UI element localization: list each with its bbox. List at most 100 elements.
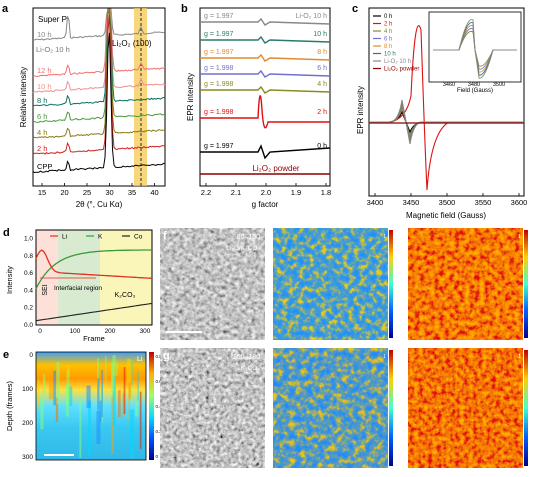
panel-g-figure: g 160–180 K₂CO₃ 1 1 <box>160 348 528 468</box>
xrd-curve-label: 10 h <box>37 82 52 91</box>
xtick-label: 2.2 <box>201 188 211 197</box>
epr-g-value: g = 1.997 <box>204 49 233 56</box>
panel-e-ylabel: Depth (frames) <box>5 380 14 431</box>
panel-a-header-right: Li₂O₂ (100) <box>112 39 152 48</box>
xtick-label: 15 <box>38 188 46 197</box>
heatmap-streak <box>135 400 139 417</box>
panel-b-ylabel: EPR intensity <box>186 73 195 121</box>
inset-xtick-label: 3480 <box>468 82 480 88</box>
panel-c-xticks: 3400 3450 3500 3550 3600 <box>367 193 527 207</box>
heatmap-streak <box>97 378 100 411</box>
panel-e: e Li 0.8 0.6 0.4 0.2 0 0 100 200 300 Depth (fra… <box>0 346 162 471</box>
heatmap-streak <box>112 375 116 426</box>
panel-f-figure: f 80–100 Li₂O/K₂CO₃ 1 1 <box>160 228 528 340</box>
depth-heatmap-streaks <box>37 355 142 458</box>
ytick-label: 100 <box>22 386 33 393</box>
panel-c-inset-curves <box>433 19 517 79</box>
sem-texture-g <box>160 348 265 468</box>
xrd-curve-label: 10 h <box>37 30 52 39</box>
epr-g-value: g = 1.997 <box>204 31 233 38</box>
xrd-curve <box>32 32 165 174</box>
heatmap-streak <box>48 380 54 400</box>
xtick-label: 1.9 <box>291 188 301 197</box>
heatmap-streak <box>101 369 103 418</box>
legend-label: 10 h <box>384 52 396 58</box>
epr-row-curve <box>200 69 331 78</box>
region-interfacial <box>58 230 100 325</box>
panel-a-sample-label: Li-O₂ 10 h <box>36 45 70 54</box>
panel-c-ylabel: EPR intensity <box>356 86 365 134</box>
heatmap-streak <box>97 358 99 392</box>
panel-c-frame <box>368 7 525 197</box>
ytick-label: 1.0 <box>24 236 33 243</box>
epr-time-label: 0 h <box>317 143 327 150</box>
legend-label: 0 h <box>384 14 392 20</box>
xtick-label: 300 <box>140 328 151 335</box>
xtick-label: 30 <box>105 188 113 197</box>
epr-g-value: g = 1.998 <box>204 109 233 116</box>
panel-a-curves <box>32 8 166 174</box>
heatmap-streak <box>111 362 115 392</box>
heatmap-streak <box>40 397 44 430</box>
panel-e-colorbar <box>149 352 154 460</box>
map-g-1-colorbar <box>389 350 393 466</box>
legend-label: K <box>98 234 103 241</box>
profile-k <box>35 249 152 289</box>
map-f-1-texture <box>273 228 388 340</box>
xrd-curve-label: 12 h <box>37 66 52 75</box>
map-g-2-texture <box>408 348 523 468</box>
epr-time-label: 10 h <box>313 31 327 38</box>
epr-time-label: 4 h <box>317 81 327 88</box>
heatmap-streak <box>86 385 91 408</box>
epr-time-label: 6 h <box>317 65 327 72</box>
panel-g: g 160–180 K₂CO₃ 1 1 <box>160 346 532 472</box>
panel-b-xticks: 2.2 2.1 2.0 1.9 1.8 <box>201 183 331 197</box>
panel-d-xlabel: Frame <box>83 334 105 343</box>
panel-c-letter: c <box>352 3 358 15</box>
xrd-curve-label: 8 h <box>37 96 47 105</box>
panel-b-curves <box>200 17 331 175</box>
ytick-label: 0.8 <box>24 253 33 260</box>
legend-label: Co <box>134 234 143 241</box>
map-f-1-colorbar <box>389 230 393 338</box>
panel-b-figure: b g = 1.997 Li-O₂ 10 hg = 1.997 10 hg = 1.… <box>181 3 331 209</box>
panel-e-yticks: 0 100 200 300 <box>22 352 33 461</box>
region-left-label: SEI <box>42 284 49 295</box>
heatmap-streak <box>131 360 133 386</box>
panel-a-figure: a Super P Li₂O₂ (100) Li-O₂ 10 h 10 h 12 … <box>2 3 166 209</box>
xrd-curve <box>32 8 166 107</box>
xtick-label: 0 <box>38 328 42 335</box>
xrd-curve-label: 4 h <box>37 128 47 137</box>
epr-field-curve <box>369 99 524 145</box>
legend-label: Li₂O₂ powder <box>384 67 419 73</box>
ytick-label: 0.4 <box>24 287 33 294</box>
epr-time-label: Li-O₂ 10 h <box>295 13 327 20</box>
xrd-curve <box>32 8 166 94</box>
panel-d: d Li K Co Interfacial region K₂CO₃ SEI 0.0… <box>0 224 160 344</box>
heatmap-streak <box>88 400 92 456</box>
legend-label: 8 h <box>384 44 392 50</box>
legend-label: Li-O₂ 10 h <box>384 59 411 65</box>
heatmap-streak <box>117 390 121 418</box>
epr-row-curve <box>200 53 331 62</box>
heatmap-streak <box>53 370 57 406</box>
heatmap-streak <box>123 367 126 414</box>
legend-label: 2 h <box>384 22 392 28</box>
heatmap-streak <box>66 364 71 377</box>
panel-f-range: 80–100 <box>237 234 260 241</box>
panel-a-frame <box>32 7 166 187</box>
heatmap-streak <box>129 409 135 458</box>
panel-d-xticks: 0 100 200 300 <box>38 328 151 335</box>
xtick-label: 40 <box>150 188 158 197</box>
heatmap-streak <box>37 379 40 409</box>
heatmap-streak <box>99 400 102 423</box>
heatmap-streak <box>139 391 142 449</box>
epr-field-curve <box>369 25 524 191</box>
xtick-label: 2.0 <box>261 188 271 197</box>
xtick-label: 2.1 <box>231 188 241 197</box>
panel-a-header-left: Super P <box>38 15 67 24</box>
xrd-curve <box>32 8 166 139</box>
panel-d-letter: d <box>3 227 10 239</box>
map-f-1-cbar-top: 1 <box>383 234 386 240</box>
xtick-label: 3450 <box>403 198 420 207</box>
